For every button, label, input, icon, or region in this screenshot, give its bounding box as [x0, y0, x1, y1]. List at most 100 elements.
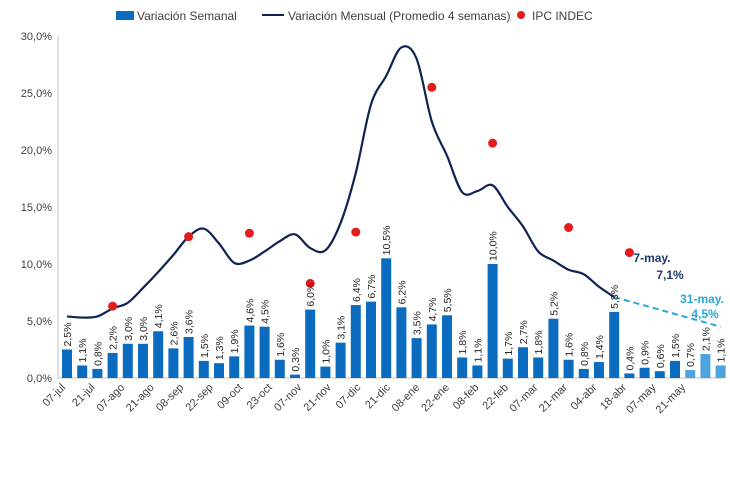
x-tick-label: 23-oct [245, 382, 275, 412]
bar-value-label: 3,6% [184, 310, 196, 334]
bar [715, 365, 726, 378]
bar [335, 342, 346, 378]
x-tick-label: 07-ago [94, 382, 127, 415]
bar [229, 356, 240, 378]
y-tick-label: 5,0% [27, 316, 52, 328]
bar-value-label: 1,6% [275, 333, 287, 357]
bar [426, 324, 437, 378]
bar-value-label: 1,4% [594, 335, 606, 359]
bar-labels: 2,5%1,1% 0,8%2,2% 3,0% 3,0%4,1%2,6% 3,6%1,5%… [62, 226, 728, 372]
bar-value-label: 1,9% [229, 329, 241, 353]
bar-value-label: 4,1% [153, 304, 165, 328]
bar [244, 325, 255, 378]
bar [518, 347, 528, 378]
ipc-point [564, 223, 574, 233]
bar [168, 348, 179, 378]
bar-value-label: 1,1% [77, 339, 89, 363]
x-tick-label: 08-feb [451, 382, 482, 413]
bar [138, 343, 148, 378]
annotation-projection: 31-may. 4,5% [680, 292, 724, 321]
bar [153, 331, 164, 378]
annotation-2-value: 4,5% [691, 307, 719, 321]
bar-value-label: 6,4% [351, 278, 363, 302]
bar [700, 354, 711, 378]
bar-value-label: 4,7% [427, 297, 439, 321]
bar-value-label: 0,7% [685, 343, 697, 367]
bar [563, 359, 574, 378]
bar [92, 368, 103, 378]
bar-value-label: 4,6% [244, 299, 256, 323]
bar-value-label: 3,0% [138, 317, 150, 341]
x-tick-label: 07-may [624, 381, 659, 416]
ipc-point [108, 301, 118, 311]
bar [214, 363, 224, 378]
y-tick-label: 15,0% [21, 202, 52, 214]
bar-value-label: 5,2% [548, 292, 560, 316]
bar [396, 307, 407, 378]
bar-value-label: 1,3% [214, 336, 226, 360]
x-tick-label: 22-feb [480, 382, 511, 413]
ipc-point [184, 232, 194, 242]
ipc-point [305, 278, 315, 288]
bar-value-label: 0,3% [290, 348, 302, 372]
bar [548, 318, 559, 378]
bar-value-label: 1,5% [199, 334, 211, 358]
x-tick-label: 22-sep [183, 382, 215, 414]
x-tick-label: 09-oct [215, 382, 245, 412]
ipc-point [351, 227, 361, 237]
x-tick-label: 21-nov [302, 381, 335, 414]
bar-value-label: 1,5% [670, 334, 682, 358]
bar-value-label: 6,0% [305, 283, 317, 307]
bar [609, 311, 620, 378]
bar [259, 326, 270, 378]
bar-value-label: 5,8% [609, 285, 621, 309]
x-tick-label: 04-abr [569, 381, 600, 412]
bar-value-label: 2,5% [62, 323, 74, 347]
bar [107, 352, 118, 378]
bar-value-label: 1,8% [457, 331, 469, 355]
x-tick-label: 21-may [654, 381, 689, 416]
monthly-line [66, 45, 721, 328]
annotation-2-date: 31-may. [680, 292, 724, 306]
ipc-points [108, 82, 634, 311]
bar-value-label: 2,7% [518, 320, 530, 344]
bar [487, 264, 498, 378]
bar-value-label: 1,7% [503, 332, 515, 356]
bar [624, 373, 635, 378]
bar-value-label: 0,4% [624, 347, 636, 371]
bar [62, 349, 72, 378]
bar-value-label: 3,5% [412, 311, 424, 335]
bar-value-label: 6,7% [366, 275, 378, 299]
bar-value-label: 0,9% [640, 341, 652, 365]
bar-value-label: 1,0% [320, 340, 332, 364]
bar-value-label: 2,2% [108, 326, 120, 350]
annotation-latest-month: 7-may. 7,1% [633, 251, 684, 282]
annotation-1-date: 7-may. [633, 251, 670, 265]
ipc-point [427, 82, 437, 92]
x-tick-label: 21-mar [537, 381, 570, 414]
x-tick-label: 07-dic [334, 381, 364, 411]
bar [670, 360, 680, 378]
bar-value-label: 2,1% [700, 327, 712, 351]
y-tick-label: 0,0% [27, 373, 52, 385]
bar [442, 315, 452, 378]
bar-value-label: 0,8% [579, 342, 591, 366]
bar [654, 371, 665, 378]
bar [320, 366, 331, 378]
projection-line-path [613, 296, 721, 328]
y-tick-label: 30,0% [21, 31, 52, 43]
legend: Variación Semanal Variación Mensual (Pro… [116, 9, 593, 23]
bar [502, 358, 513, 378]
bar-value-label: 2,6% [168, 321, 180, 345]
x-tick-label: 21-dic [363, 381, 393, 411]
bar [381, 258, 392, 378]
bar-value-label: 1,1% [472, 339, 484, 363]
bar [198, 360, 209, 378]
bar-value-label: 5,5% [442, 288, 454, 312]
x-tick-label: 07-jul [41, 382, 69, 410]
bar-value-label: 6,2% [396, 280, 408, 304]
bar [122, 343, 133, 378]
bar-value-label: 3,0% [123, 317, 135, 341]
legend-ipc-swatch [517, 11, 525, 19]
